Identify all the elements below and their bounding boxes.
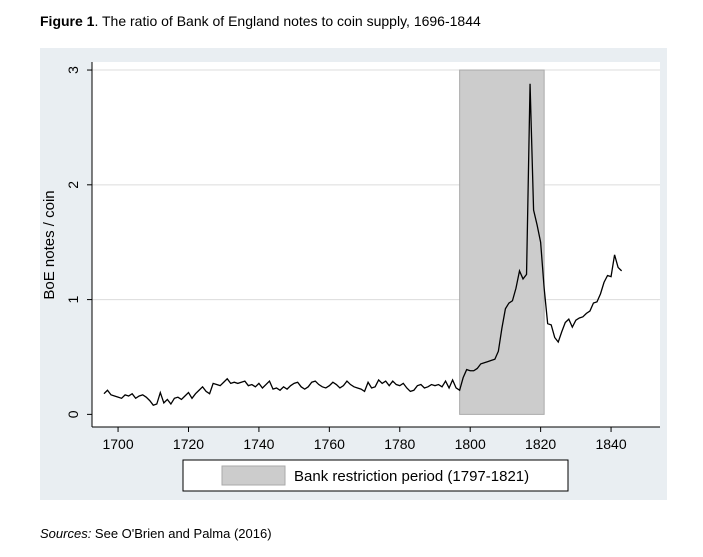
figure-label: Figure 1 [40, 13, 95, 29]
x-tick-label: 1820 [525, 436, 556, 452]
y-axis-label: BoE notes / coin [41, 190, 58, 299]
chart-title: . The ratio of Bank of England notes to … [94, 13, 481, 29]
y-tick-label: 1 [65, 295, 81, 303]
y-tick-label: 0 [65, 410, 81, 418]
legend-label: Bank restriction period (1797-1821) [294, 468, 529, 485]
x-tick-label: 1800 [455, 436, 486, 452]
x-tick-label: 1840 [595, 436, 626, 452]
source: Sources: See O'Brien and Palma (2016) [40, 526, 272, 541]
legend-swatch [221, 465, 286, 486]
data-line [103, 83, 623, 406]
x-tick-label: 1700 [102, 436, 133, 452]
x-tick-label: 1760 [314, 436, 345, 452]
plot-area [92, 62, 660, 427]
x-tick-label: 1740 [243, 436, 274, 452]
source-text: See O'Brien and Palma (2016) [91, 526, 271, 541]
source-label: Sources: [40, 526, 92, 541]
title: Figure 1. The ratio of Bank of England n… [40, 13, 481, 29]
restriction-shade [459, 69, 545, 415]
x-tick-label: 1720 [173, 436, 204, 452]
y-tick-label: 2 [65, 181, 81, 189]
y-tick-label: 3 [65, 66, 81, 74]
x-tick-label: 1780 [384, 436, 415, 452]
